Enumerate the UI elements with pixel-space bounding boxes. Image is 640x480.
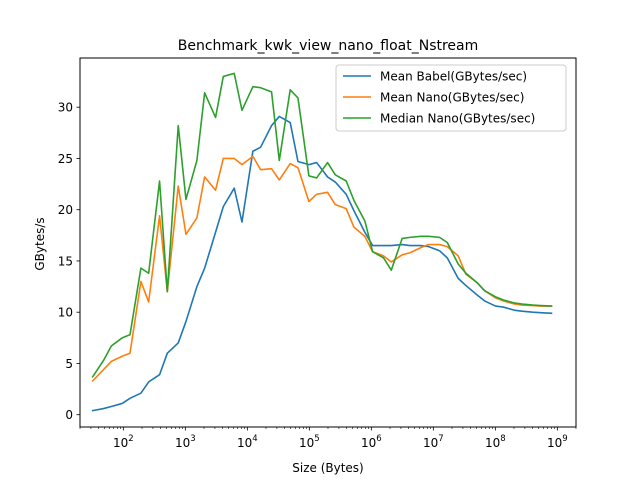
y-tick-label: 30 [58, 101, 73, 115]
y-tick-label: 0 [65, 408, 73, 422]
legend-box [335, 64, 567, 132]
x-tick-label: 105 [299, 434, 320, 450]
legend-label-3: Median Nano(GBytes/sec) [380, 112, 535, 126]
legend-label-2: Mean Nano(GBytes/sec) [380, 91, 524, 105]
legend-label-1: Mean Babel(GBytes/sec) [380, 70, 527, 84]
series-line-3 [91, 72, 553, 378]
y-tick-label: 5 [65, 357, 73, 371]
x-tick-label: 108 [485, 434, 506, 450]
x-tick-label: 102 [113, 434, 134, 450]
axes-layer: 102 103 104 105 106 107 108 109 0 5 10 15 20 25 30 [58, 57, 577, 450]
x-tick-label: 104 [237, 434, 258, 450]
y-tick-label: 25 [58, 152, 73, 166]
x-tick-label: 103 [175, 434, 196, 450]
legend: Mean Babel(GBytes/sec) Mean Nano(GBytes/s… [335, 64, 567, 132]
x-tick-label: 106 [361, 434, 382, 450]
x-tick-label: 107 [423, 434, 444, 450]
y-tick-label: 10 [58, 306, 73, 320]
x-tick-label: 109 [547, 434, 568, 450]
chart-title: Benchmark_kwk_view_nano_float_Nstream [178, 38, 479, 54]
series-layer [91, 72, 553, 412]
y-tick-label: 15 [58, 254, 73, 268]
y-tick-label: 20 [58, 203, 73, 217]
x-axis-label: Size (Bytes) [292, 461, 363, 475]
y-axis-label: GBytes/s [33, 217, 47, 270]
